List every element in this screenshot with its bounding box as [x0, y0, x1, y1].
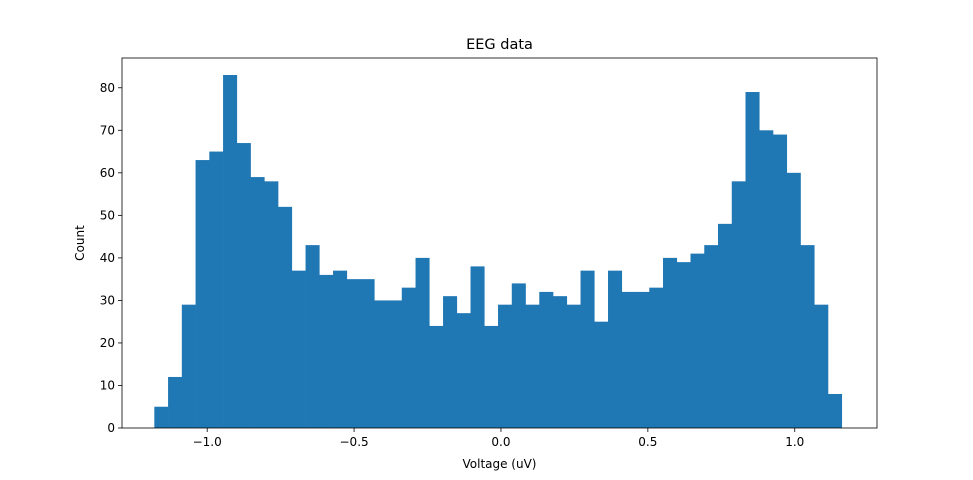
histogram-bar — [594, 321, 609, 428]
x-tick-label: −1.0 — [193, 435, 222, 449]
histogram-bar — [773, 134, 788, 428]
histogram-bar — [388, 300, 403, 428]
plot-frame — [121, 57, 878, 429]
histogram-bar — [814, 304, 829, 428]
histogram-bar — [525, 304, 540, 428]
histogram-bar — [168, 376, 183, 428]
chart-title: EEG data — [466, 37, 533, 53]
histogram-bar — [195, 160, 210, 428]
histogram-bar — [511, 283, 526, 428]
histogram-bar — [291, 270, 306, 428]
histogram-bar — [498, 304, 513, 428]
x-axis-ticks: −1.0 −0.5 0.0 0.5 1.0 — [193, 428, 804, 449]
histogram-bar — [649, 287, 664, 428]
histogram-bar — [443, 296, 458, 428]
y-axis-label: Count — [73, 225, 87, 261]
histogram-bar — [484, 325, 499, 428]
histogram-bar — [333, 270, 348, 428]
histogram-bar — [429, 325, 444, 428]
histogram-bar — [745, 92, 760, 429]
y-tick-label: 70 — [100, 123, 115, 137]
histogram-bar — [786, 172, 801, 428]
histogram-bar — [800, 245, 815, 428]
histogram-bar — [663, 257, 678, 428]
histogram-bar — [154, 406, 169, 428]
histogram-bar — [690, 253, 705, 428]
y-tick-label: 0 — [107, 421, 115, 435]
histogram-bar — [759, 130, 774, 429]
histogram-bar — [676, 262, 691, 428]
histogram-bar — [250, 177, 265, 428]
histogram-bar — [456, 313, 471, 428]
x-tick-label: 0.5 — [638, 435, 657, 449]
histogram-bar — [264, 181, 279, 428]
histogram-bar — [566, 304, 581, 428]
x-tick-label: 1.0 — [785, 435, 804, 449]
histogram-bar — [415, 257, 430, 428]
histogram-bar — [731, 181, 746, 428]
histogram-bar — [553, 296, 568, 428]
y-tick-label: 40 — [100, 251, 115, 265]
histogram-bar — [635, 291, 650, 428]
histogram-bar — [470, 266, 485, 428]
x-tick-label: −0.5 — [340, 435, 369, 449]
histogram-bar — [360, 279, 375, 428]
histogram-bar — [401, 287, 416, 428]
y-axis-ticks: 0 10 20 30 40 50 60 70 80 — [100, 81, 122, 435]
histogram-bar — [319, 274, 334, 428]
y-tick-label: 20 — [100, 336, 115, 350]
histogram-bar — [209, 151, 224, 428]
y-tick-label: 80 — [100, 81, 115, 95]
histogram-bar — [278, 206, 293, 428]
y-tick-label: 60 — [100, 166, 115, 180]
histogram-bar — [704, 245, 719, 428]
histogram-bar — [539, 291, 554, 428]
x-axis-label: Voltage (uV) — [462, 457, 536, 471]
histogram-bar — [374, 300, 389, 428]
x-tick-label: 0.0 — [491, 435, 510, 449]
histogram-bar — [621, 291, 636, 428]
y-tick-label: 30 — [100, 294, 115, 308]
histogram-bar — [181, 304, 196, 428]
histogram-bars — [154, 75, 843, 429]
histogram-bar — [608, 270, 623, 428]
histogram-bar — [827, 393, 843, 428]
y-tick-label: 10 — [100, 379, 115, 393]
histogram-bar — [223, 75, 238, 428]
histogram-bar — [236, 143, 251, 428]
histogram-bar — [718, 223, 733, 428]
histogram-bar — [580, 270, 595, 428]
y-tick-label: 50 — [100, 209, 115, 223]
histogram-bar — [305, 245, 320, 428]
histogram-bar — [346, 279, 361, 428]
